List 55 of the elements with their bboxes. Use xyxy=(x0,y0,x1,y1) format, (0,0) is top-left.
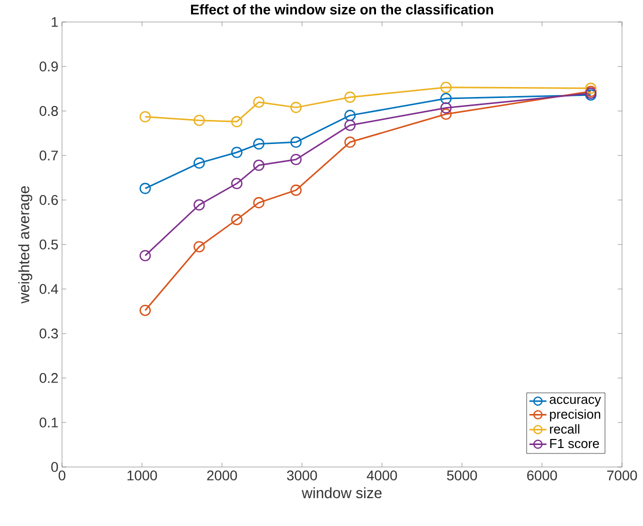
x-tick-label: 5000 xyxy=(447,470,477,480)
y-tick-label: 0.6 xyxy=(40,195,58,205)
point xyxy=(585,82,596,94)
point xyxy=(344,120,356,131)
point xyxy=(440,82,452,94)
point xyxy=(140,111,151,122)
x-tick-label: 3000 xyxy=(287,470,317,480)
x-tick-label: 6000 xyxy=(527,470,557,480)
y-tick-label: 0.5 xyxy=(40,240,58,250)
legend-label: F1 score xyxy=(550,439,599,448)
point xyxy=(290,184,302,196)
point xyxy=(253,138,264,150)
point xyxy=(344,136,356,148)
point xyxy=(290,136,302,148)
legend-label: recall xyxy=(550,424,580,434)
point xyxy=(231,146,242,158)
point xyxy=(253,96,264,108)
point xyxy=(344,92,356,103)
point xyxy=(140,182,151,194)
point xyxy=(253,197,264,208)
point xyxy=(231,116,242,128)
legend-label: accuracy xyxy=(550,396,601,407)
y-tick-label: 0 xyxy=(51,462,58,472)
y-axis-title: weighted average xyxy=(18,186,32,304)
point xyxy=(344,110,356,122)
y-tick-label: 0.7 xyxy=(40,150,58,160)
point xyxy=(231,214,242,226)
y-tick-label: 0.8 xyxy=(40,106,58,116)
x-axis-title: window size xyxy=(302,487,382,498)
point xyxy=(231,178,242,190)
y-tick-label: 0.4 xyxy=(40,284,58,294)
point xyxy=(140,304,151,316)
x-tick-label: 0 xyxy=(58,470,66,480)
y-tick-label: 0.1 xyxy=(40,418,58,428)
y-tick-label: 0.3 xyxy=(40,328,58,338)
y-tick-label: 0.2 xyxy=(40,373,58,383)
point xyxy=(140,250,151,262)
x-tick-label: 7000 xyxy=(607,470,637,480)
point xyxy=(194,157,205,169)
legend-label: precision xyxy=(550,409,600,422)
point xyxy=(194,199,205,211)
point xyxy=(194,114,205,126)
point xyxy=(290,102,302,114)
y-tick-label: 1 xyxy=(52,17,58,27)
point xyxy=(194,241,205,252)
point xyxy=(440,108,452,120)
point xyxy=(440,92,452,104)
chart-title: Effect of the window size on the classification xyxy=(191,4,494,15)
x-tick-label: 2000 xyxy=(207,470,237,480)
x-tick-label: 1000 xyxy=(128,470,157,480)
x-tick-label: 4000 xyxy=(366,470,397,480)
point xyxy=(253,160,264,171)
point xyxy=(440,102,452,114)
point xyxy=(290,154,302,166)
y-tick-label: 0.9 xyxy=(40,62,58,72)
